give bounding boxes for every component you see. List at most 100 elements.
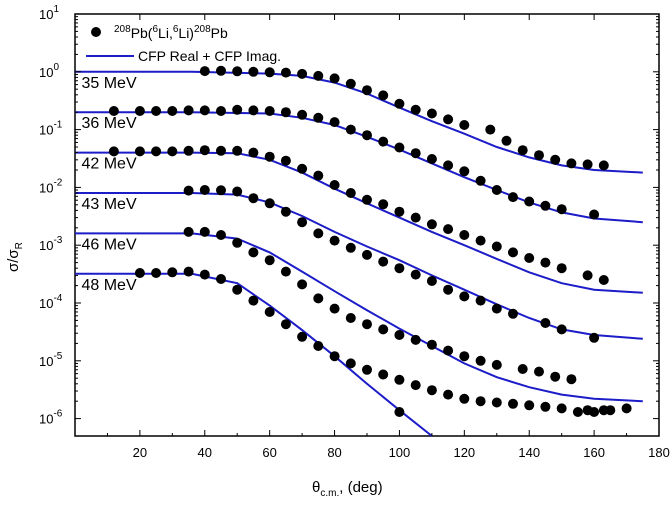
data-point-48-mev [459, 393, 470, 404]
data-point-43-mev [459, 291, 470, 302]
data-point-48-mev [475, 396, 486, 407]
data-point-48-mev [524, 400, 535, 411]
data-point-42-mev [167, 146, 178, 157]
data-points [108, 65, 632, 417]
data-point-35-mev [362, 85, 372, 96]
y-tick-label: 10-2 [39, 177, 63, 195]
data-point-36-mev [443, 160, 454, 171]
data-point-43-mev [491, 303, 502, 314]
energy-label: 42 MeV [81, 156, 136, 173]
data-point-42-mev [362, 194, 372, 205]
curve-46-mev [75, 232, 643, 403]
data-point-48-mev [378, 369, 389, 380]
data-point-43-mev [313, 228, 324, 239]
data-point-36-mev [394, 142, 405, 153]
data-point-35-mev [443, 114, 454, 125]
data-point-42-mev [598, 275, 609, 285]
x-tick-label: 100 [389, 445, 411, 460]
data-point-43-mev [297, 217, 308, 228]
legend-point-marker [91, 27, 101, 37]
data-point-35-mev [345, 78, 356, 89]
data-point-46-mev [426, 339, 437, 350]
data-point-42-mev [280, 155, 291, 166]
energy-label: 35 MeV [81, 75, 136, 92]
data-point-42-mev [524, 253, 535, 263]
data-point-42-mev [475, 235, 486, 246]
data-point-36-mev [108, 106, 119, 116]
data-point-42-mev [378, 199, 389, 210]
data-point-36-mev [167, 106, 178, 116]
data-point-35-mev [410, 104, 421, 115]
data-point-46-mev [280, 266, 291, 277]
data-point-36-mev [248, 105, 259, 116]
data-point-48-mev [589, 407, 600, 417]
data-point-48-mev [264, 307, 275, 317]
data-point-35-mev [534, 150, 544, 161]
energy-labels: 35 MeV 36 MeV 42 MeV 43 MeV 46 MeV 48 MeV [81, 75, 136, 294]
data-point-43-mev [264, 198, 275, 209]
data-point-35-mev [598, 160, 609, 171]
data-point-36-mev [313, 112, 324, 123]
data-point-42-mev [459, 230, 470, 240]
y-tick-label: 10-5 [39, 351, 63, 369]
data-point-42-mev [491, 241, 502, 252]
data-point-42-mev [508, 247, 518, 258]
y-tick-label: 10-4 [39, 293, 63, 311]
data-point-35-mev [216, 65, 226, 76]
data-point-36-mev [508, 192, 518, 203]
data-point-43-mev [378, 256, 389, 267]
data-point-46-mev [410, 334, 421, 345]
data-point-36-mev [362, 130, 372, 141]
curve-43-mev [75, 192, 643, 340]
data-point-46-mev [475, 355, 486, 366]
data-point-35-mev [517, 145, 528, 156]
data-point-46-mev [248, 247, 259, 258]
data-point-48-mev [394, 374, 405, 385]
data-point-48-mev [280, 319, 291, 330]
data-point-42-mev [232, 145, 243, 156]
data-point-46-mev [443, 345, 454, 356]
data-point-48-mev [313, 341, 324, 351]
curve-36-mev [75, 111, 643, 224]
data-point-48-mev [572, 407, 583, 417]
data-point-48-mev [216, 274, 226, 284]
data-point-48-mev [345, 358, 356, 369]
data-point-43-mev [426, 276, 437, 286]
data-point-46-mev [394, 330, 405, 340]
data-point-43-mev [475, 295, 486, 306]
data-point-36-mev [378, 136, 389, 147]
data-point-35-mev [550, 154, 561, 165]
data-point-48-mev [621, 403, 632, 414]
data-point-43-mev [410, 269, 421, 280]
data-point-46-mev [183, 226, 194, 237]
data-point-48-mev [151, 268, 162, 278]
data-point-48-mev [410, 380, 421, 391]
y-tick-label: 10-6 [39, 409, 63, 427]
data-point-36-mev [556, 204, 567, 215]
data-point-42-mev [313, 170, 324, 181]
y-tick-label: 101 [39, 4, 59, 22]
data-point-36-mev [329, 117, 340, 128]
energy-label: 36 MeV [81, 115, 136, 132]
data-point-48-mev [443, 389, 454, 400]
data-point-42-mev [264, 151, 275, 162]
data-point-35-mev [501, 135, 512, 146]
data-point-46-mev [232, 237, 243, 248]
data-point-42-mev [540, 257, 551, 268]
data-point-43-mev [199, 185, 210, 195]
data-point-36-mev [216, 106, 226, 116]
data-point-35-mev [426, 108, 437, 119]
data-point-42-mev [556, 263, 567, 274]
data-point-48-mev [248, 295, 259, 306]
data-point-42-mev [410, 212, 421, 223]
x-tick-label: 20 [133, 445, 147, 460]
data-point-48-mev [362, 364, 372, 375]
energy-label: 43 MeV [81, 196, 136, 213]
data-point-42-mev [248, 147, 259, 158]
data-point-42-mev [443, 224, 454, 235]
data-point-46-mev [264, 255, 275, 266]
data-point-48-mev [329, 351, 340, 362]
data-point-46-mev [459, 351, 470, 362]
data-point-42-mev [297, 163, 308, 174]
